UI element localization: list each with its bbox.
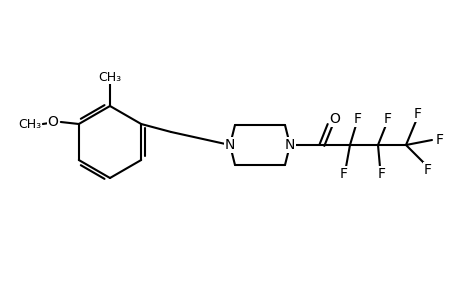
Text: F: F	[339, 167, 347, 181]
Text: CH₃: CH₃	[98, 70, 121, 83]
Text: N: N	[284, 138, 295, 152]
Text: F: F	[413, 107, 421, 121]
Text: O: O	[47, 115, 58, 129]
Text: CH₃: CH₃	[18, 118, 41, 130]
Text: O: O	[329, 112, 340, 126]
Text: F: F	[353, 112, 361, 126]
Text: N: N	[224, 138, 235, 152]
Text: F: F	[377, 167, 385, 181]
Text: F: F	[435, 133, 443, 147]
Text: F: F	[423, 163, 431, 177]
Text: F: F	[383, 112, 391, 126]
